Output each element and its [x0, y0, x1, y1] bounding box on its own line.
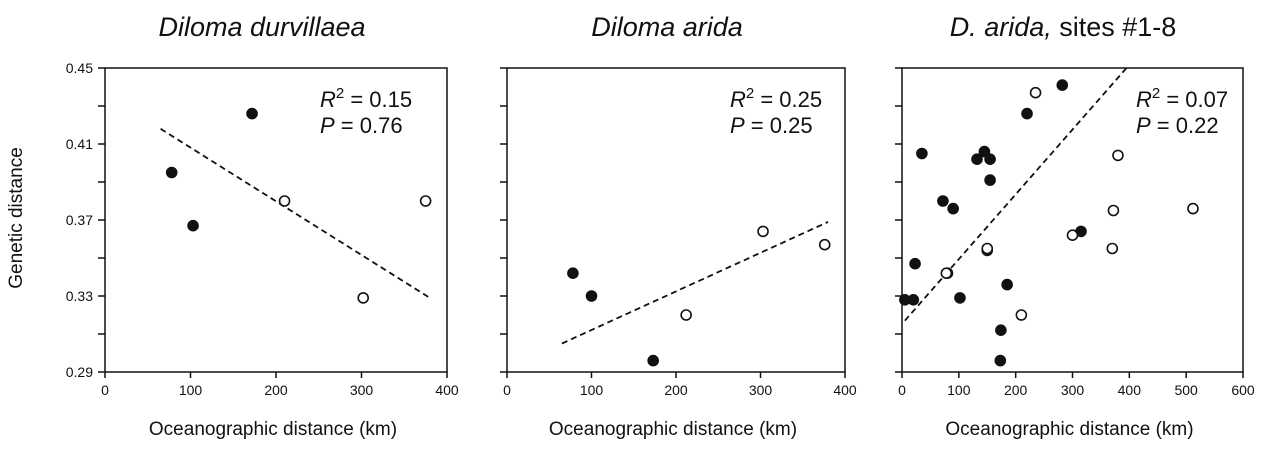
- x-tick-label: 0: [503, 382, 511, 398]
- r-superscript: 2: [746, 85, 754, 102]
- y-tick-label: 0.29: [66, 364, 93, 380]
- p-symbol: P: [730, 113, 745, 138]
- panel-title: Diloma durvillaea: [158, 12, 365, 42]
- data-point-filled: [165, 166, 178, 179]
- data-point-filled: [937, 195, 949, 207]
- data-point-open: [940, 267, 953, 280]
- data-point-filled: [994, 354, 1007, 367]
- data-point-filled: [995, 324, 1007, 337]
- data-point-filled: [1056, 79, 1069, 91]
- data-point-open: [357, 292, 370, 304]
- data-point-filled: [567, 267, 579, 280]
- data-point-filled: [246, 107, 258, 120]
- panel-title-part: sites #1-8: [1052, 12, 1177, 42]
- data-point-filled: [984, 174, 996, 186]
- data-point-filled: [907, 293, 920, 306]
- x-tick-label: 300: [1061, 382, 1085, 398]
- data-point-filled: [1021, 107, 1033, 120]
- data-point-open: [1066, 229, 1079, 241]
- x-tick-label: 200: [664, 382, 688, 398]
- p-value-label: P = 0.76: [320, 113, 403, 138]
- panel-title-part: D. arida,: [950, 12, 1052, 42]
- x-tick-label: 300: [749, 382, 773, 398]
- data-point-filled: [971, 153, 983, 165]
- panel-title-part: Diloma durvillaea: [158, 12, 365, 42]
- data-point-open: [981, 242, 994, 255]
- y-tick-label: 0.45: [66, 60, 93, 76]
- p-symbol: P: [320, 113, 335, 138]
- r-superscript: 2: [336, 85, 344, 102]
- x-tick-label: 400: [833, 382, 857, 398]
- data-point-open: [757, 225, 769, 238]
- trend-line: [160, 128, 431, 299]
- x-tick-label: 100: [947, 382, 971, 398]
- r-squared-value: = 0.25: [754, 87, 822, 112]
- data-point-filled: [1001, 278, 1013, 291]
- x-tick-label: 600: [1231, 382, 1255, 398]
- panel-title-part: Diloma arida: [591, 12, 743, 42]
- data-point-open: [1106, 242, 1119, 255]
- panel-title: Diloma arida: [591, 12, 743, 42]
- r-superscript: 2: [1152, 85, 1160, 102]
- data-point-filled: [947, 202, 959, 215]
- x-tick-label: 0: [101, 382, 109, 398]
- p-value: = 0.25: [745, 113, 813, 138]
- panel-3: D. arida, sites #1-8 0 100 200 300 400 500 600 O…: [895, 12, 1255, 440]
- x-tick-label: 0: [898, 382, 906, 398]
- x-axis-label: Oceanographic distance (km): [549, 419, 797, 440]
- p-symbol: P: [1136, 113, 1151, 138]
- data-point-open: [1015, 309, 1028, 321]
- r-squared-value: = 0.15: [344, 87, 412, 112]
- data-point-filled: [187, 219, 199, 232]
- data-point-filled: [909, 257, 921, 270]
- data-point-open: [1107, 204, 1120, 217]
- data-point-open: [1112, 149, 1124, 162]
- data-point-open: [818, 238, 831, 251]
- x-tick-label: 100: [580, 382, 604, 398]
- r-squared-value: = 0.07: [1160, 87, 1228, 112]
- data-point-open: [1029, 86, 1042, 99]
- y-tick-label: 0.41: [66, 136, 93, 152]
- r-symbol: R: [730, 87, 746, 112]
- panel-1: Diloma durvillaea 0 100 200 300 400 Oceanograp…: [66, 12, 459, 440]
- y-tick-label: 0.37: [66, 212, 93, 228]
- r-squared-label: R2 = 0.07: [1136, 85, 1228, 112]
- r-squared-label: R2 = 0.15: [320, 85, 412, 112]
- data-point-filled: [978, 145, 991, 158]
- x-tick-label: 300: [350, 382, 374, 398]
- p-value-label: P = 0.25: [730, 113, 813, 138]
- data-point-open: [680, 309, 692, 321]
- data-point-filled: [984, 153, 996, 165]
- data-point-open: [419, 195, 432, 207]
- y-tick-label: 0.33: [66, 288, 93, 304]
- x-tick-label: 100: [179, 382, 203, 398]
- r-symbol: R: [320, 87, 336, 112]
- x-tick-label: 200: [264, 382, 288, 398]
- data-point-filled: [647, 354, 659, 367]
- panel-2: Diloma arida 0 100 200 300 400 Oceanographic d…: [500, 12, 857, 440]
- panel-title: D. arida, sites #1-8: [950, 12, 1177, 42]
- data-point-filled: [954, 292, 966, 304]
- data-point-filled: [585, 290, 598, 302]
- x-tick-label: 500: [1174, 382, 1198, 398]
- data-point-open: [278, 195, 291, 207]
- p-value: = 0.22: [1151, 113, 1219, 138]
- y-axis-label: Genetic distance: [6, 147, 27, 289]
- r-symbol: R: [1136, 87, 1152, 112]
- trend-line: [904, 67, 1128, 322]
- trend-line: [561, 221, 829, 345]
- r-squared-label: R2 = 0.25: [730, 85, 822, 112]
- x-axis-label: Oceanographic distance (km): [945, 419, 1193, 440]
- x-axis-label: Oceanographic distance (km): [149, 419, 397, 440]
- data-point-open: [1187, 202, 1199, 215]
- x-tick-label: 200: [1004, 382, 1028, 398]
- data-point-filled: [916, 147, 928, 160]
- x-tick-label: 400: [435, 382, 459, 398]
- p-value: = 0.76: [335, 113, 403, 138]
- x-tick-label: 400: [1118, 382, 1142, 398]
- p-value-label: P = 0.22: [1136, 113, 1219, 138]
